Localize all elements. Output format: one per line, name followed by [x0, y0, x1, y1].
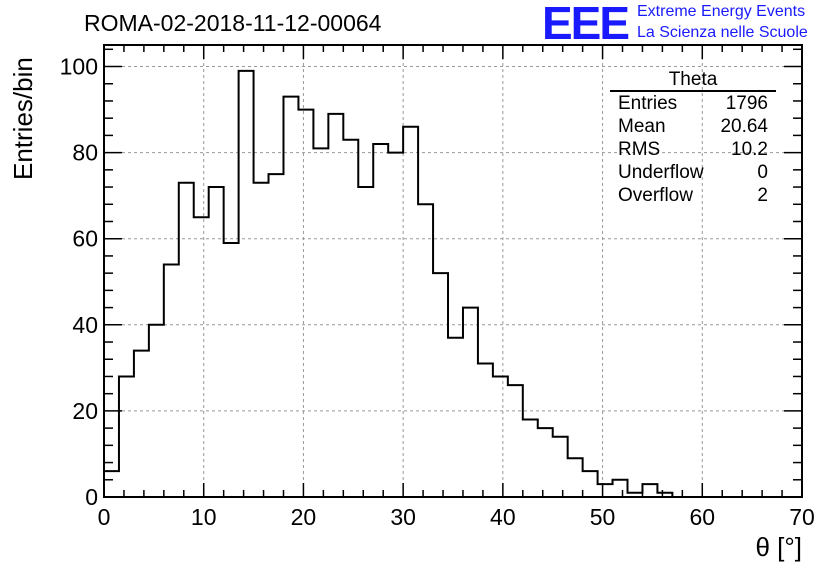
stats-label: Entries — [618, 93, 678, 114]
stats-label: Overflow — [618, 185, 693, 206]
y-axis-label: Entries/bin — [8, 57, 38, 180]
y-tick-label: 20 — [72, 398, 98, 424]
stats-title: Theta — [610, 70, 776, 92]
plot-frame — [103, 44, 803, 498]
stats-value: 10.2 — [731, 139, 768, 160]
y-tick-label: 60 — [72, 226, 98, 252]
stats-box: Theta Entries 1796 Mean 20.64 RMS 10.2 U… — [610, 70, 776, 207]
chart-title: ROMA-02-2018-11-12-00064 — [84, 10, 382, 36]
x-tick-label: 70 — [789, 504, 815, 530]
y-tick-label: 0 — [85, 484, 98, 510]
stats-value: 0 — [757, 162, 768, 183]
stats-label: RMS — [618, 139, 661, 160]
stats-value: 1796 — [725, 93, 768, 114]
stats-label: Underflow — [618, 162, 704, 183]
logo-subtitle-line2: La Scienza nelle Scuole — [637, 24, 808, 41]
logo-subtitle-line1: Extreme Energy Events — [637, 3, 806, 20]
x-axis-label: θ [°] — [755, 532, 802, 562]
y-tick-label: 40 — [72, 312, 98, 338]
x-tick-label: 50 — [590, 504, 616, 530]
x-tick-label: 20 — [291, 504, 317, 530]
stats-row-overflow: Overflow 2 — [610, 184, 776, 207]
x-tick-label: 30 — [390, 504, 416, 530]
y-tick-label: 80 — [72, 140, 98, 166]
eee-logo: EEE — [542, 0, 630, 49]
stats-row-entries: Entries 1796 — [610, 92, 776, 115]
axes — [103, 44, 803, 498]
histogram-step-line — [103, 69, 688, 498]
x-tick-label: 10 — [191, 504, 217, 530]
stats-value: 2 — [757, 185, 768, 206]
x-tick-label: 0 — [98, 504, 111, 530]
stats-label: Mean — [618, 116, 666, 137]
stats-row-rms: RMS 10.2 — [610, 138, 776, 161]
tick-marks — [103, 45, 803, 498]
stats-row-mean: Mean 20.64 — [610, 115, 776, 138]
y-tick-label: 100 — [60, 54, 98, 80]
stats-value: 20.64 — [720, 116, 768, 137]
grid-lines — [104, 45, 802, 497]
x-tick-label: 40 — [490, 504, 516, 530]
stats-row-underflow: Underflow 0 — [610, 161, 776, 184]
x-tick-label: 60 — [689, 504, 715, 530]
